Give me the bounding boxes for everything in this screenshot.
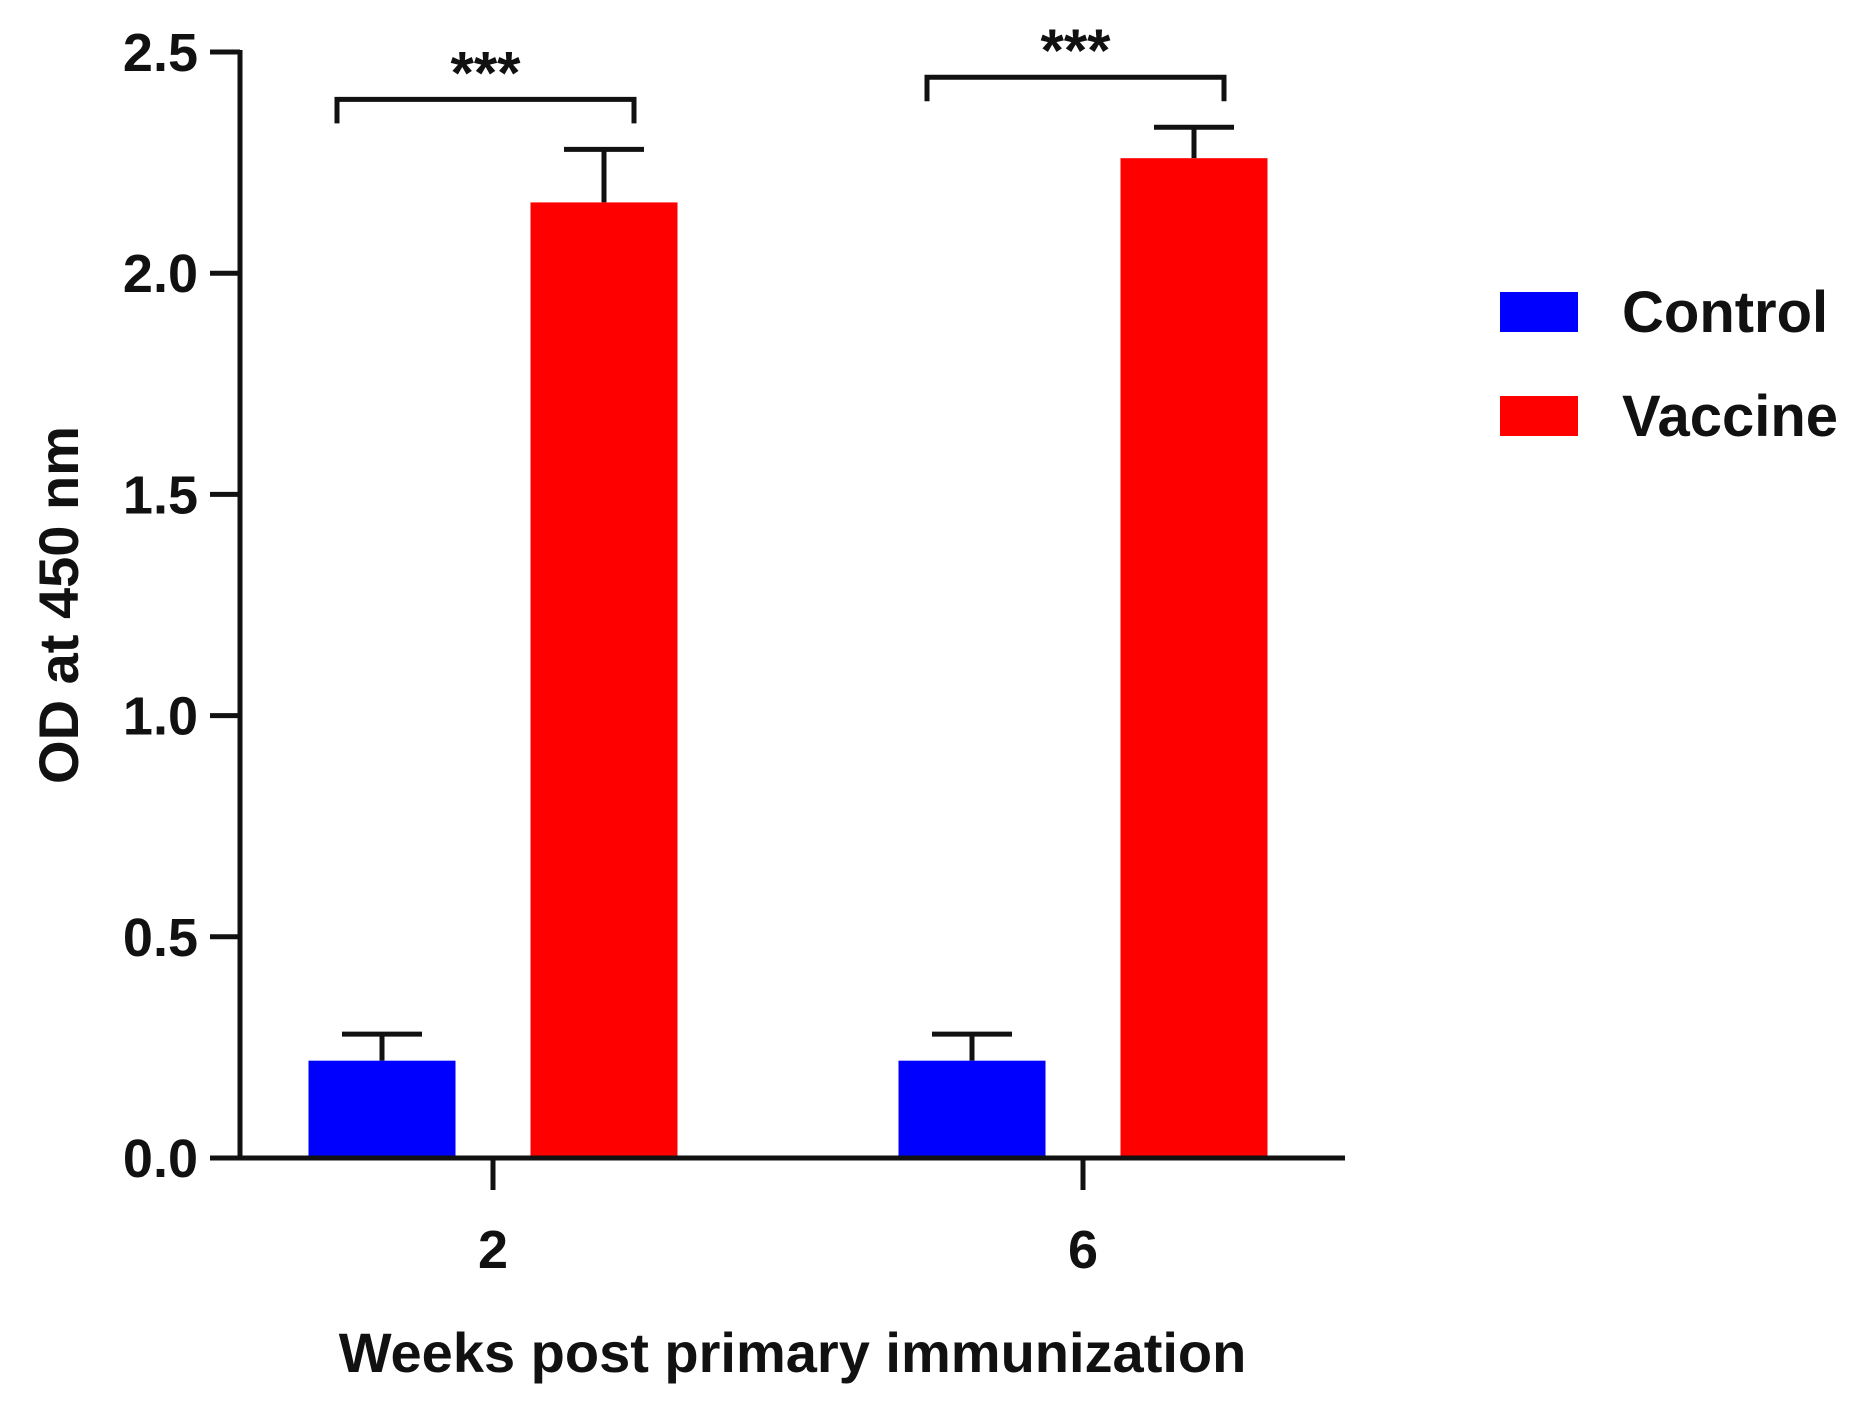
legend-swatch-vaccine <box>1500 396 1578 436</box>
bar-vaccine-week-2 <box>530 202 678 1158</box>
significance-label: *** <box>450 39 521 106</box>
y-tick-label: 2.0 <box>123 244 198 304</box>
error-bars <box>342 124 1234 1061</box>
axes <box>210 50 1345 1161</box>
legend-swatch-control <box>1500 292 1578 332</box>
significance-bracket <box>924 74 1227 102</box>
y-axis-title: OD at 450 nm <box>27 426 90 784</box>
y-tick-label: 0.5 <box>123 908 198 968</box>
y-ticks: 0.0 0.5 1.0 1.5 2.0 2.5 <box>123 23 240 1189</box>
bar-control-week-2 <box>308 1060 456 1158</box>
legend: Control Vaccine <box>1500 280 1838 449</box>
bars <box>308 158 1268 1158</box>
legend-label-control: Control <box>1622 280 1828 345</box>
legend-label-vaccine: Vaccine <box>1622 384 1838 449</box>
x-axis-title: Weeks post primary immunization <box>339 1321 1247 1384</box>
x-tick-label: 2 <box>478 1220 508 1280</box>
y-tick-label: 1.5 <box>123 465 198 525</box>
y-tick-label: 1.0 <box>123 687 198 747</box>
significance-bracket <box>334 96 637 124</box>
significance-label: *** <box>1040 17 1111 84</box>
bar-control-week-6 <box>898 1060 1046 1158</box>
bar-vaccine-week-6 <box>1120 158 1268 1158</box>
x-tick-label: 6 <box>1068 1220 1098 1280</box>
y-tick-label: 2.5 <box>123 23 198 83</box>
y-tick-label: 0.0 <box>123 1129 198 1189</box>
significance-brackets: *** *** <box>334 17 1227 124</box>
